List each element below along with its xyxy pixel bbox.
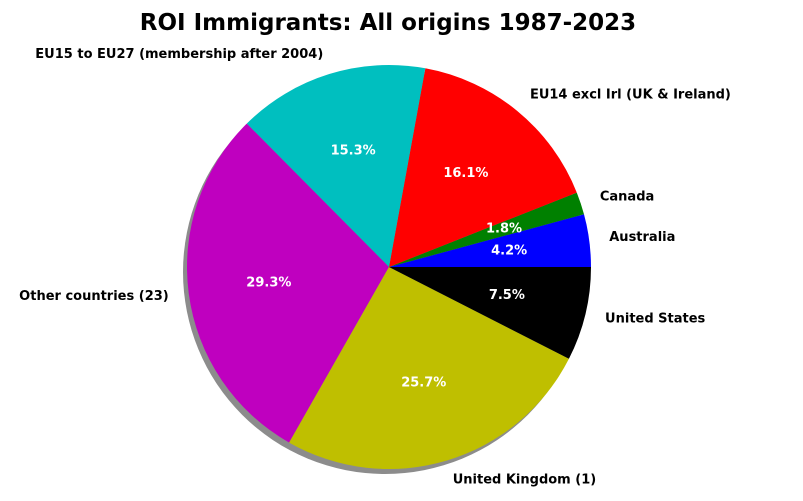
pie-slice-label: United Kingdom (1)	[453, 472, 596, 487]
pie-slice-united-states	[389, 267, 591, 359]
pie-slice-label: EU15 to EU27 (membership after 2004)	[35, 47, 323, 62]
pie-slice-eu14-excl-irl-uk-ireland	[389, 68, 577, 267]
chart-title: ROI Immigrants: All origins 1987-2023	[140, 10, 636, 36]
pie-slice-canada	[389, 192, 584, 267]
pie-percent-label: 4.2%	[491, 244, 527, 259]
pie-percent-label: 1.8%	[486, 221, 522, 236]
pie-slices	[186, 64, 591, 470]
pie-percent-label: 25.7%	[401, 376, 446, 391]
pie-slice-other-countries-23	[186, 123, 389, 443]
pie-slice-label: United States	[605, 311, 706, 326]
pie-slice-australia	[389, 214, 591, 267]
pie-slice-label: EU14 excl Irl (UK & Ireland)	[530, 88, 731, 103]
pie-slice-label: Canada	[600, 189, 654, 204]
pie-slice-labels: Australia Canada EU14 excl Irl (UK & Irela…	[19, 47, 731, 487]
pie-slice-united-kingdom-1	[289, 267, 569, 470]
pie-percent-label: 7.5%	[489, 288, 525, 303]
pie-percent-label: 29.3%	[246, 275, 291, 290]
pie-slice-label: Australia	[609, 230, 675, 245]
pie-slice-label: Other countries (23)	[19, 289, 169, 304]
pie-percent-label: 15.3%	[331, 144, 376, 159]
pie-percent-label: 16.1%	[443, 166, 488, 181]
pie-percent-labels: 4.2% 1.8% 16.1% 15.3% 29.3% 25.7% 7.5%	[246, 144, 527, 391]
pie-slice-eu15-to-eu27-membership-after-2004	[246, 64, 426, 267]
